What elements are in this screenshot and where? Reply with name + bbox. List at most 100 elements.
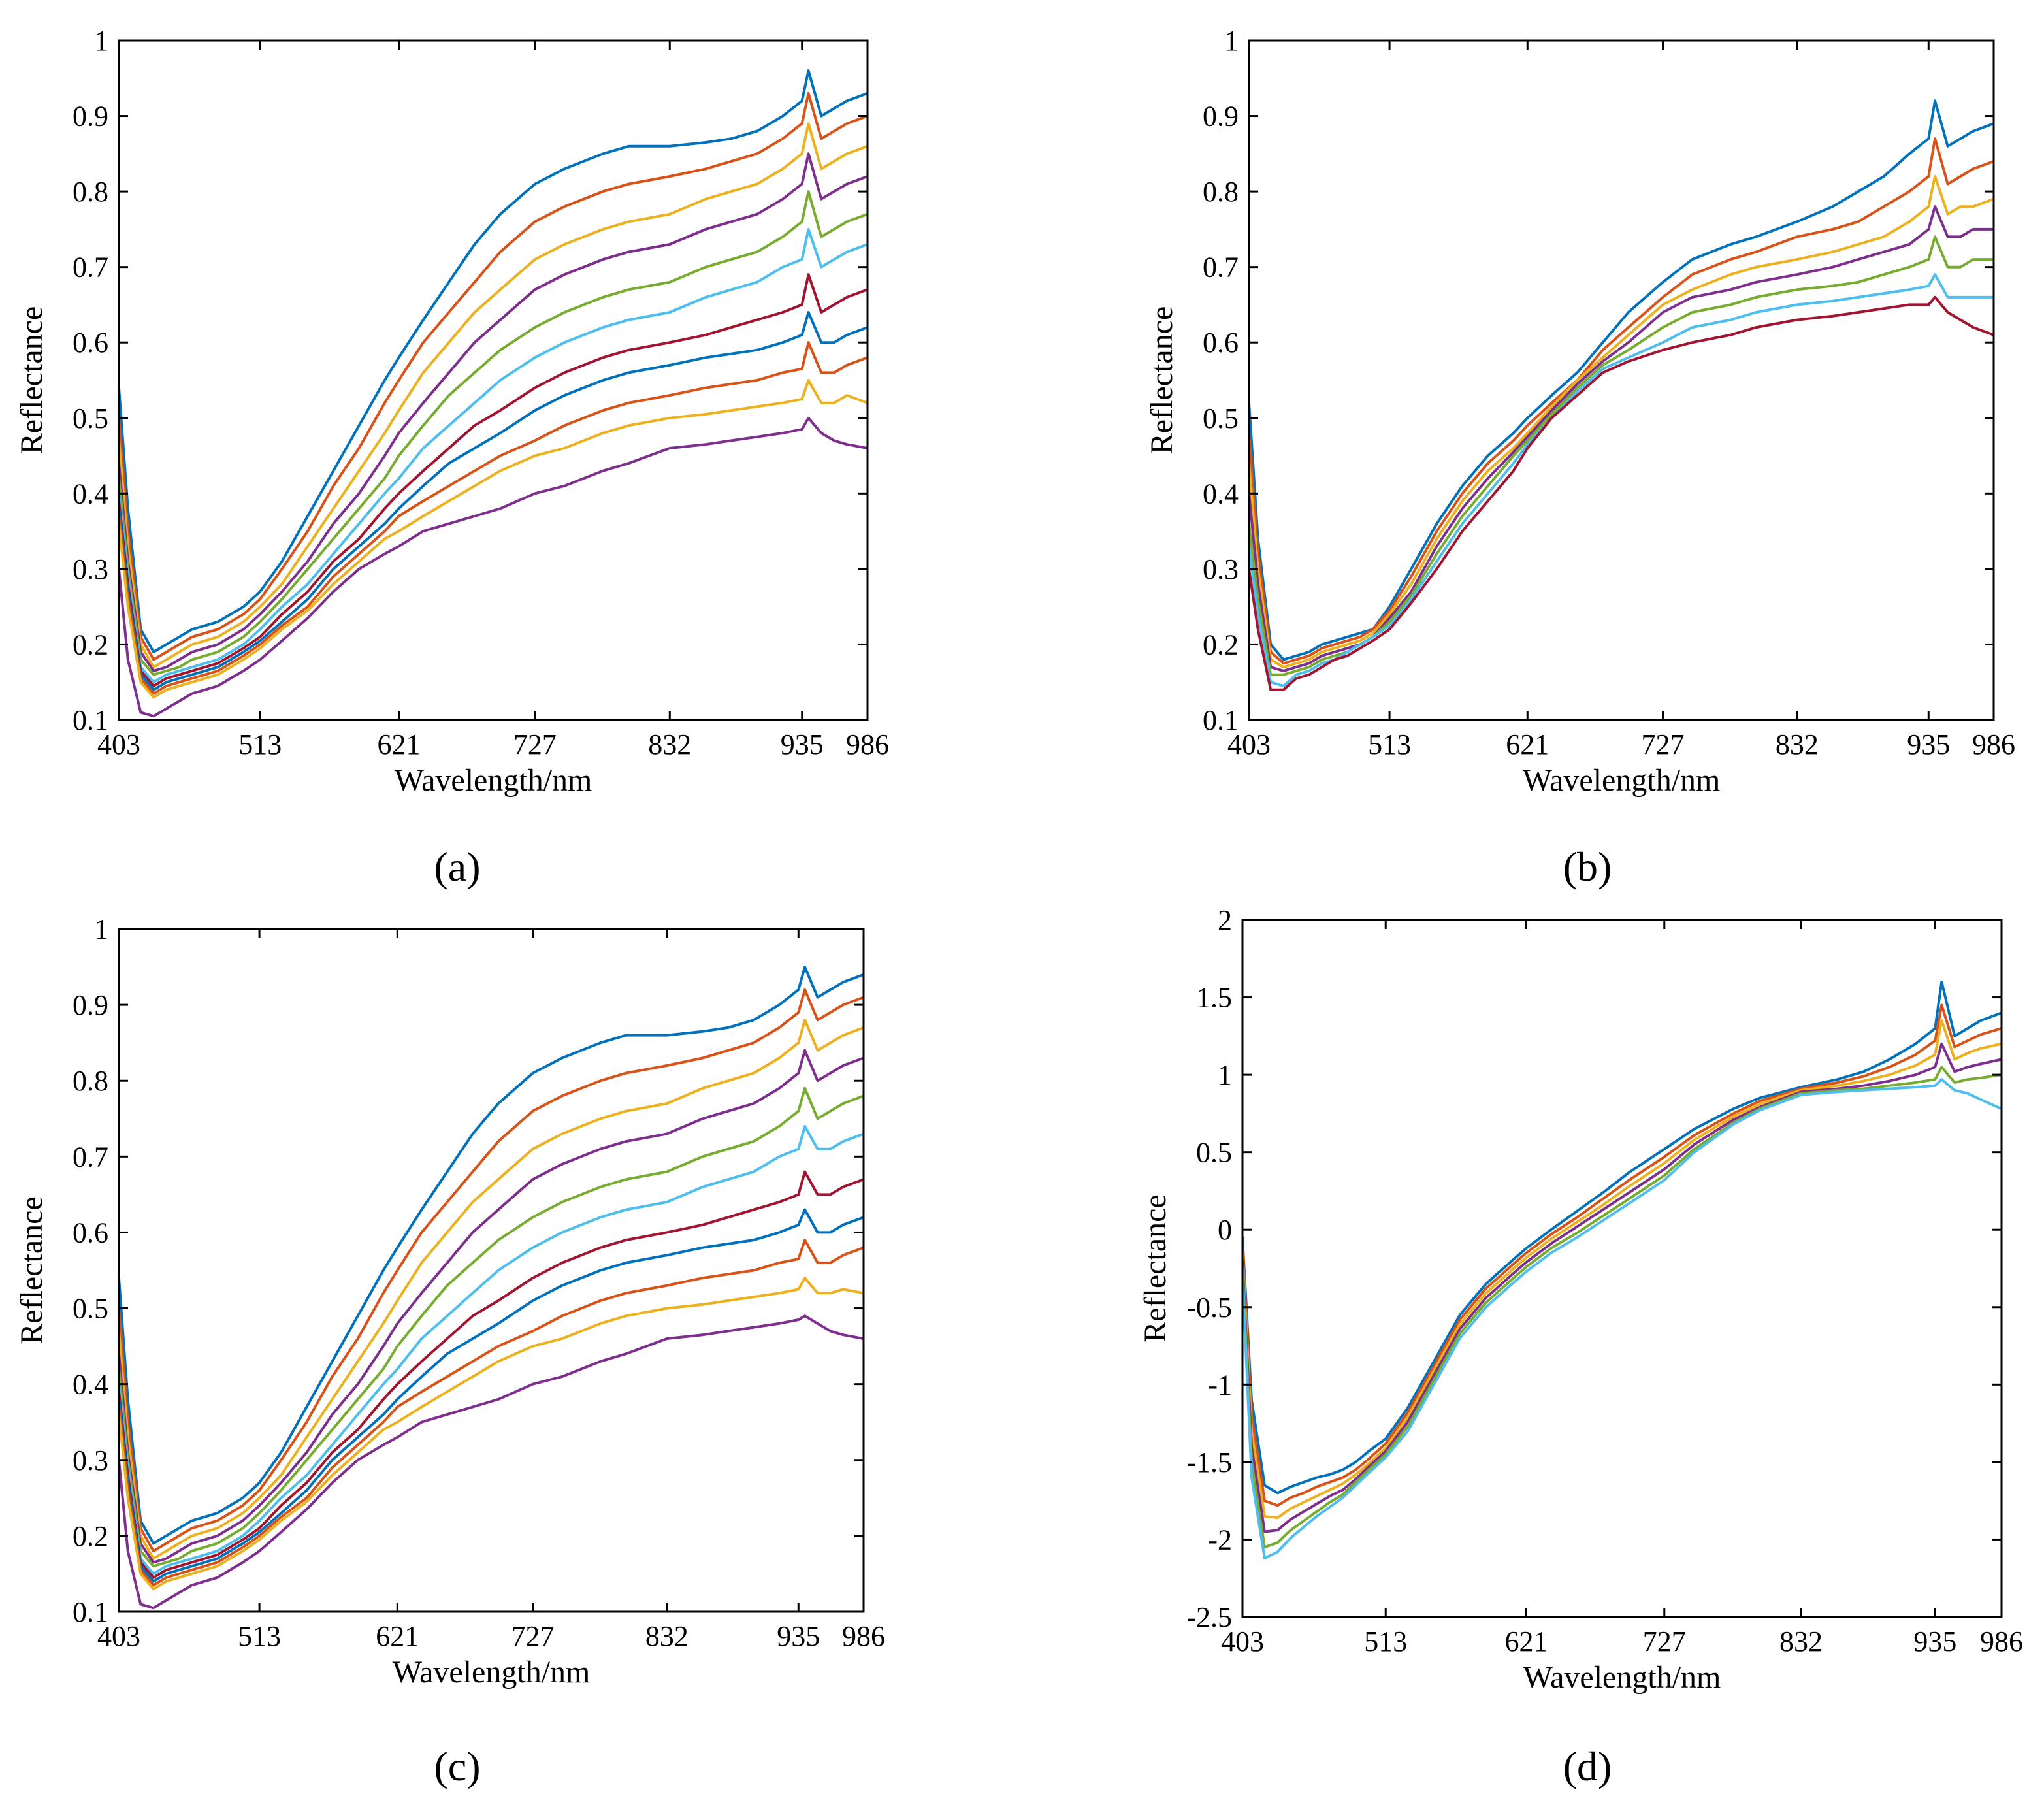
panel-d-ytick-label: 0 [1218, 1214, 1232, 1246]
panel-d-xtick-label: 727 [1643, 1625, 1686, 1657]
panel-b-ytick-label: 0.5 [1203, 402, 1239, 434]
panel-d-series-5 [1242, 1066, 2002, 1549]
panel-b-ytick-label: 0.1 [1203, 704, 1239, 736]
panel-d-xtick-label: 621 [1505, 1625, 1548, 1657]
panel-d-ytick-label: -2 [1208, 1524, 1232, 1556]
panel-d-ytick-label: -1.5 [1186, 1446, 1232, 1478]
panel-b-ytick-label: 1 [1224, 25, 1239, 57]
panel-b: (b) 403 513 621 727 832 935 986 0.1 0.2 0.3 0.4 0.5… [1144, 25, 2015, 890]
panel-b-ytick-label: 0.6 [1203, 327, 1239, 359]
panel-a-ytick-label: 0.1 [73, 704, 108, 736]
panel-a-axes-frame [118, 39, 869, 721]
panel-a-series-8 [119, 311, 868, 691]
panel-a-series-4 [119, 152, 868, 672]
panel-c-series-11 [119, 1314, 864, 1610]
panel-b-spectra [1249, 99, 1994, 691]
panel-a-xlabel: Wavelength/nm [395, 763, 592, 798]
panel-c: (c) 403 513 621 727 832 935 986 0.1 0.2 0.3 0.4 0.5… [14, 913, 885, 1789]
panel-b-ytick-label: 0.9 [1203, 101, 1239, 133]
panel-b-xtick-label: 935 [1907, 728, 1950, 760]
panel-a-ylabel: Reflectance [14, 306, 49, 455]
panel-b-series-3 [1249, 175, 1994, 669]
panel-c-series-8 [119, 1208, 864, 1583]
panel-d-ytick-label: -1 [1208, 1369, 1232, 1401]
panel-c-series-4 [119, 1049, 864, 1564]
panel-d-xtick-label: 513 [1364, 1625, 1407, 1657]
panel-d-ytick-label: -0.5 [1186, 1292, 1232, 1324]
panel-c-xlabel: Wavelength/nm [393, 1655, 591, 1689]
panel-c-xtick-label: 935 [777, 1620, 820, 1652]
panel-b-series-5 [1249, 235, 1994, 676]
panel-a-xtick-label: 513 [238, 728, 282, 760]
panel-a-xtick-label: 832 [648, 728, 691, 760]
panel-d-xtick-label: 986 [1980, 1625, 2023, 1657]
panel-a-series-9 [119, 341, 868, 695]
panel-a-series-7 [119, 273, 868, 687]
panel-d-ytick-label: -2.5 [1186, 1601, 1232, 1633]
panel-c-series-5 [119, 1086, 864, 1568]
panel-a: (a) 403 513 621 727 832 935 986 0.1 0.2 0.3 0.4 0.5… [14, 25, 889, 890]
panel-b-xtick-label: 513 [1368, 728, 1411, 760]
panel-a-xtick-label: 403 [97, 728, 140, 760]
panel-d-caption: (d) [1563, 1743, 1612, 1789]
panel-d-xlabel: Wavelength/nm [1523, 1660, 1721, 1695]
panel-d-series-1 [1242, 980, 2002, 1495]
panel-c-ylabel: Reflectance [14, 1196, 49, 1345]
panel-b-series-4 [1249, 205, 1994, 672]
panel-a-series-10 [119, 379, 868, 699]
panel-b-ytick-label: 0.2 [1203, 628, 1239, 661]
panel-a-series-1 [119, 69, 868, 653]
panel-c-ytick-label: 0.9 [73, 989, 108, 1021]
panel-a-ytick-label: 0.5 [73, 402, 108, 434]
panel-c-ytick-label: 0.8 [73, 1065, 108, 1097]
panel-c-ytick-label: 1 [94, 913, 108, 945]
panel-a-series-2 [119, 91, 868, 661]
panel-a-ytick-label: 0.7 [73, 252, 108, 284]
panel-b-xtick-label: 986 [1972, 728, 2015, 760]
panel-a-xtick-label: 727 [513, 728, 557, 760]
panel-b-axes-frame [1248, 39, 1995, 721]
panel-b-xtick-label: 727 [1642, 728, 1685, 760]
panel-c-ytick-label: 0.1 [73, 1596, 108, 1628]
panel-a-ytick-label: 0.4 [73, 478, 108, 510]
panel-d-ytick-label: 0.5 [1196, 1137, 1232, 1169]
panel-a-series-5 [119, 190, 868, 676]
panel-c-ytick-label: 0.7 [73, 1141, 108, 1173]
panel-b-xtick-label: 403 [1227, 728, 1271, 760]
panel-b-xtick-label: 621 [1506, 728, 1549, 760]
panel-a-series-6 [119, 227, 868, 684]
panel-a-xtick-label: 986 [846, 728, 889, 760]
panel-c-ytick-label: 0.2 [73, 1520, 108, 1552]
panel-c-series-6 [119, 1124, 864, 1575]
panel-b-xtick-label: 832 [1776, 728, 1819, 760]
panel-d-series-4 [1242, 1042, 2002, 1533]
panel-c-series-9 [119, 1239, 864, 1587]
panel-b-series-1 [1249, 99, 1994, 661]
panel-c-spectra [119, 966, 864, 1610]
panel-a-caption: (a) [434, 843, 480, 890]
panel-c-series-3 [119, 1019, 864, 1560]
panel-a-ytick-label: 1 [94, 25, 108, 57]
panel-c-xtick-label: 727 [511, 1620, 555, 1652]
panel-a-xtick-label: 935 [781, 728, 824, 760]
panel-a-ytick-label: 0.3 [73, 553, 108, 585]
panel-a-series-3 [119, 122, 868, 669]
panel-d: (d) 403 513 621 727 832 935 986 -2.5 -2 -1.5 -1 -0.… [1138, 904, 2023, 1789]
panel-c-xtick-label: 403 [97, 1620, 140, 1652]
panel-c-xtick-label: 832 [645, 1620, 689, 1652]
panel-a-ytick-label: 0.2 [73, 628, 108, 661]
panel-c-series-1 [119, 966, 864, 1545]
panel-d-ylabel: Reflectance [1138, 1194, 1173, 1343]
panel-a-series-11 [119, 416, 868, 718]
panel-d-spectra [1242, 980, 2002, 1559]
panel-b-series-7 [1249, 295, 1994, 691]
panel-d-xtick-label: 403 [1221, 1625, 1264, 1657]
panel-d-axes-frame [1241, 919, 2003, 1618]
panel-c-ytick-label: 0.5 [73, 1293, 108, 1325]
panel-b-ytick-label: 0.8 [1203, 176, 1239, 208]
panel-d-ytick-label: 2 [1218, 904, 1232, 936]
panel-c-ytick-label: 0.3 [73, 1444, 108, 1477]
panel-c-ytick-label: 0.4 [73, 1369, 108, 1401]
